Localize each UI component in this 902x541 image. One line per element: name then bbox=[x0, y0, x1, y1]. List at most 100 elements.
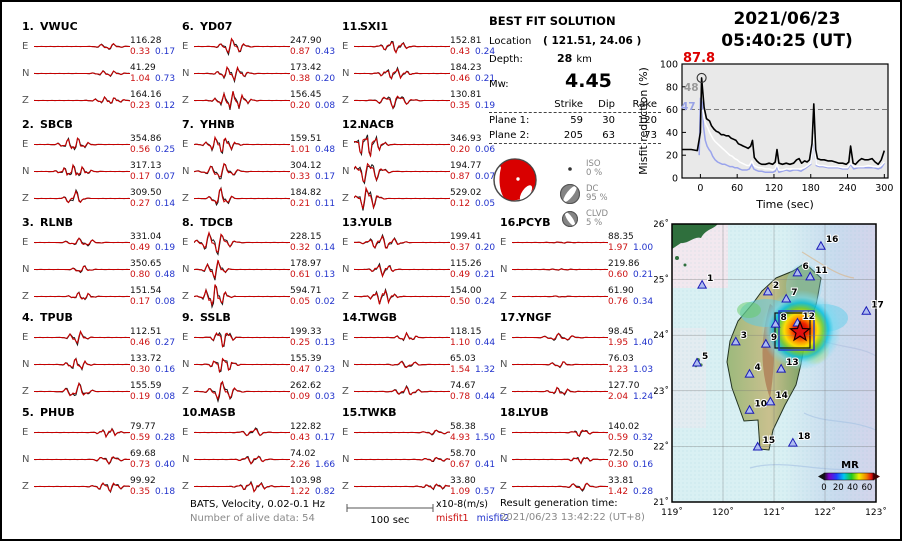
trace-row: N 155.39 0.47 0.23 bbox=[182, 351, 336, 378]
peak-amplitude: 74.67 bbox=[450, 381, 476, 391]
trace-row: N 304.12 0.33 0.17 bbox=[182, 158, 336, 185]
misfit-values: 0.21 0.11 bbox=[290, 199, 336, 210]
table-row: Plane 1: 59 30 120 bbox=[489, 115, 657, 126]
waveform-trace bbox=[34, 42, 130, 51]
waveform-trace bbox=[354, 40, 450, 54]
trace-row: N 317.13 0.17 0.07 bbox=[22, 158, 176, 185]
component-label: N bbox=[342, 359, 350, 370]
iso-icon bbox=[568, 166, 572, 171]
misfit2-value: 0.17 bbox=[315, 432, 336, 443]
misfit2-value: 0.44 bbox=[475, 391, 496, 402]
station-triangle bbox=[691, 357, 703, 367]
station-code: YNGF bbox=[518, 311, 552, 324]
observed-waveform bbox=[194, 359, 290, 373]
station-number: 16. bbox=[500, 216, 520, 229]
component-label: N bbox=[182, 454, 190, 465]
station-header: 15.TWKB bbox=[342, 406, 496, 419]
component-label: E bbox=[22, 332, 29, 343]
misfit-chart-svg: 0 20 40 60 80 100 0 60 120 180 240 300 Time (sec) Mis… bbox=[637, 51, 893, 211]
component-label: Z bbox=[342, 95, 349, 106]
trace-values: 58.38 4.93 1.50 bbox=[450, 422, 496, 443]
trace-row: Z 309.50 0.27 0.14 bbox=[22, 185, 176, 212]
component-label: E bbox=[342, 332, 349, 343]
trace-values: 184.23 0.46 0.21 bbox=[450, 63, 496, 84]
lon-tick-label: 123˚ bbox=[865, 507, 887, 518]
table-row: Plane 2: 205 63 73 bbox=[489, 128, 661, 144]
peak-marker bbox=[696, 72, 707, 83]
station-triangle bbox=[744, 404, 755, 414]
lat-tick-label: 23˚ bbox=[654, 386, 669, 397]
station-triangle bbox=[805, 271, 816, 281]
misfit1-value: 0.59 bbox=[608, 432, 629, 443]
station-map-number: 18 bbox=[798, 432, 811, 442]
station-triangle bbox=[776, 363, 787, 373]
component-label: E bbox=[22, 41, 29, 52]
misfit2-value: 0.16 bbox=[633, 459, 654, 470]
misfit2-value: 0.19 bbox=[155, 242, 176, 253]
station-map-number: 5 bbox=[702, 352, 708, 362]
time-scale-bar bbox=[346, 504, 434, 512]
waveform-trace bbox=[354, 331, 450, 342]
trace-row: N 65.03 1.54 1.32 bbox=[342, 351, 496, 378]
misfit1-value: 0.87 bbox=[450, 171, 471, 182]
misfit-values: 1.54 1.32 bbox=[450, 365, 496, 376]
moment-decomposition: ISO 0 % DC 95 % bbox=[557, 156, 608, 231]
peak-amplitude: 99.92 bbox=[130, 476, 156, 486]
trace-row: E 199.33 0.25 0.13 bbox=[182, 324, 336, 351]
misfit-values: 0.20 0.06 bbox=[450, 145, 496, 156]
iso-row: ISO 0 % bbox=[557, 156, 608, 181]
misfit2-value: 0.57 bbox=[475, 486, 496, 497]
component-label: N bbox=[342, 68, 350, 79]
component-label: N bbox=[342, 166, 350, 177]
peak-amplitude: 594.71 bbox=[290, 286, 322, 296]
trace-values: 88.35 1.97 1.00 bbox=[608, 232, 654, 253]
station-header: 13.YULB bbox=[342, 216, 496, 229]
map-frame bbox=[671, 223, 877, 503]
trace-row: N 350.65 0.80 0.48 bbox=[22, 256, 176, 283]
station-panel: 17.YNGF E 98.45 1.95 1.40 N 76.03 1.23 1.03 Z 127.… bbox=[500, 311, 654, 405]
synthetic-waveform bbox=[34, 70, 130, 77]
misfit1-value: 0.49 bbox=[450, 269, 471, 280]
trace-row: Z 127.70 2.04 1.24 bbox=[500, 378, 654, 405]
component-label: N bbox=[182, 166, 190, 177]
synthetic-waveform bbox=[354, 95, 450, 110]
peak-amplitude: 228.15 bbox=[290, 232, 322, 242]
station-header: 6. YD07 bbox=[182, 20, 336, 33]
trace-values: 159.51 1.01 0.48 bbox=[290, 134, 336, 155]
misfit1-value: 4.93 bbox=[450, 432, 471, 443]
station-code: SSLB bbox=[200, 311, 231, 324]
misfit2-value: 0.07 bbox=[155, 171, 176, 182]
misfit-values: 1.95 1.40 bbox=[608, 338, 654, 349]
station-number: 9. bbox=[182, 311, 194, 324]
waveform-trace bbox=[34, 163, 130, 177]
trace-values: 127.70 2.04 1.24 bbox=[608, 381, 654, 402]
waveform-trace bbox=[194, 357, 290, 374]
peak-amplitude: 122.82 bbox=[290, 422, 322, 432]
misfit1-value: 0.67 bbox=[450, 459, 471, 470]
station-header: 1. VWUC bbox=[22, 20, 176, 33]
alive-data-count: Number of alive data: 54 bbox=[190, 513, 315, 524]
observed-waveform bbox=[354, 384, 450, 396]
trace-row: N 76.03 1.23 1.03 bbox=[500, 351, 654, 378]
peak-amplitude: 118.15 bbox=[450, 327, 482, 337]
peak-amplitude: 194.77 bbox=[450, 161, 482, 171]
synthetic-waveform bbox=[34, 482, 130, 493]
synthetic-waveform bbox=[512, 361, 608, 368]
beachball-focal-mechanism bbox=[493, 158, 537, 202]
misfit2-value: 0.02 bbox=[315, 296, 336, 307]
waveform-trace bbox=[194, 380, 290, 404]
peak-amplitude: 33.81 bbox=[608, 476, 634, 486]
misfit1-value: 0.73 bbox=[130, 459, 151, 470]
station-header: 5. PHUB bbox=[22, 406, 176, 419]
trace-row: Z 594.71 0.05 0.02 bbox=[182, 283, 336, 310]
station-code: SXI1 bbox=[360, 20, 389, 33]
misfit2-value: 0.13 bbox=[315, 337, 336, 348]
component-label: E bbox=[22, 237, 29, 248]
trace-row: Z 154.00 0.50 0.24 bbox=[342, 283, 496, 310]
clvd-icon bbox=[562, 210, 578, 227]
misfit1-value: 1.42 bbox=[608, 486, 629, 497]
peak-amplitude: 41.29 bbox=[130, 63, 156, 73]
misfit-values: 1.04 0.73 bbox=[130, 74, 176, 85]
trace-row: Z 74.67 0.78 0.44 bbox=[342, 378, 496, 405]
trace-values: 354.86 0.56 0.25 bbox=[130, 134, 176, 155]
